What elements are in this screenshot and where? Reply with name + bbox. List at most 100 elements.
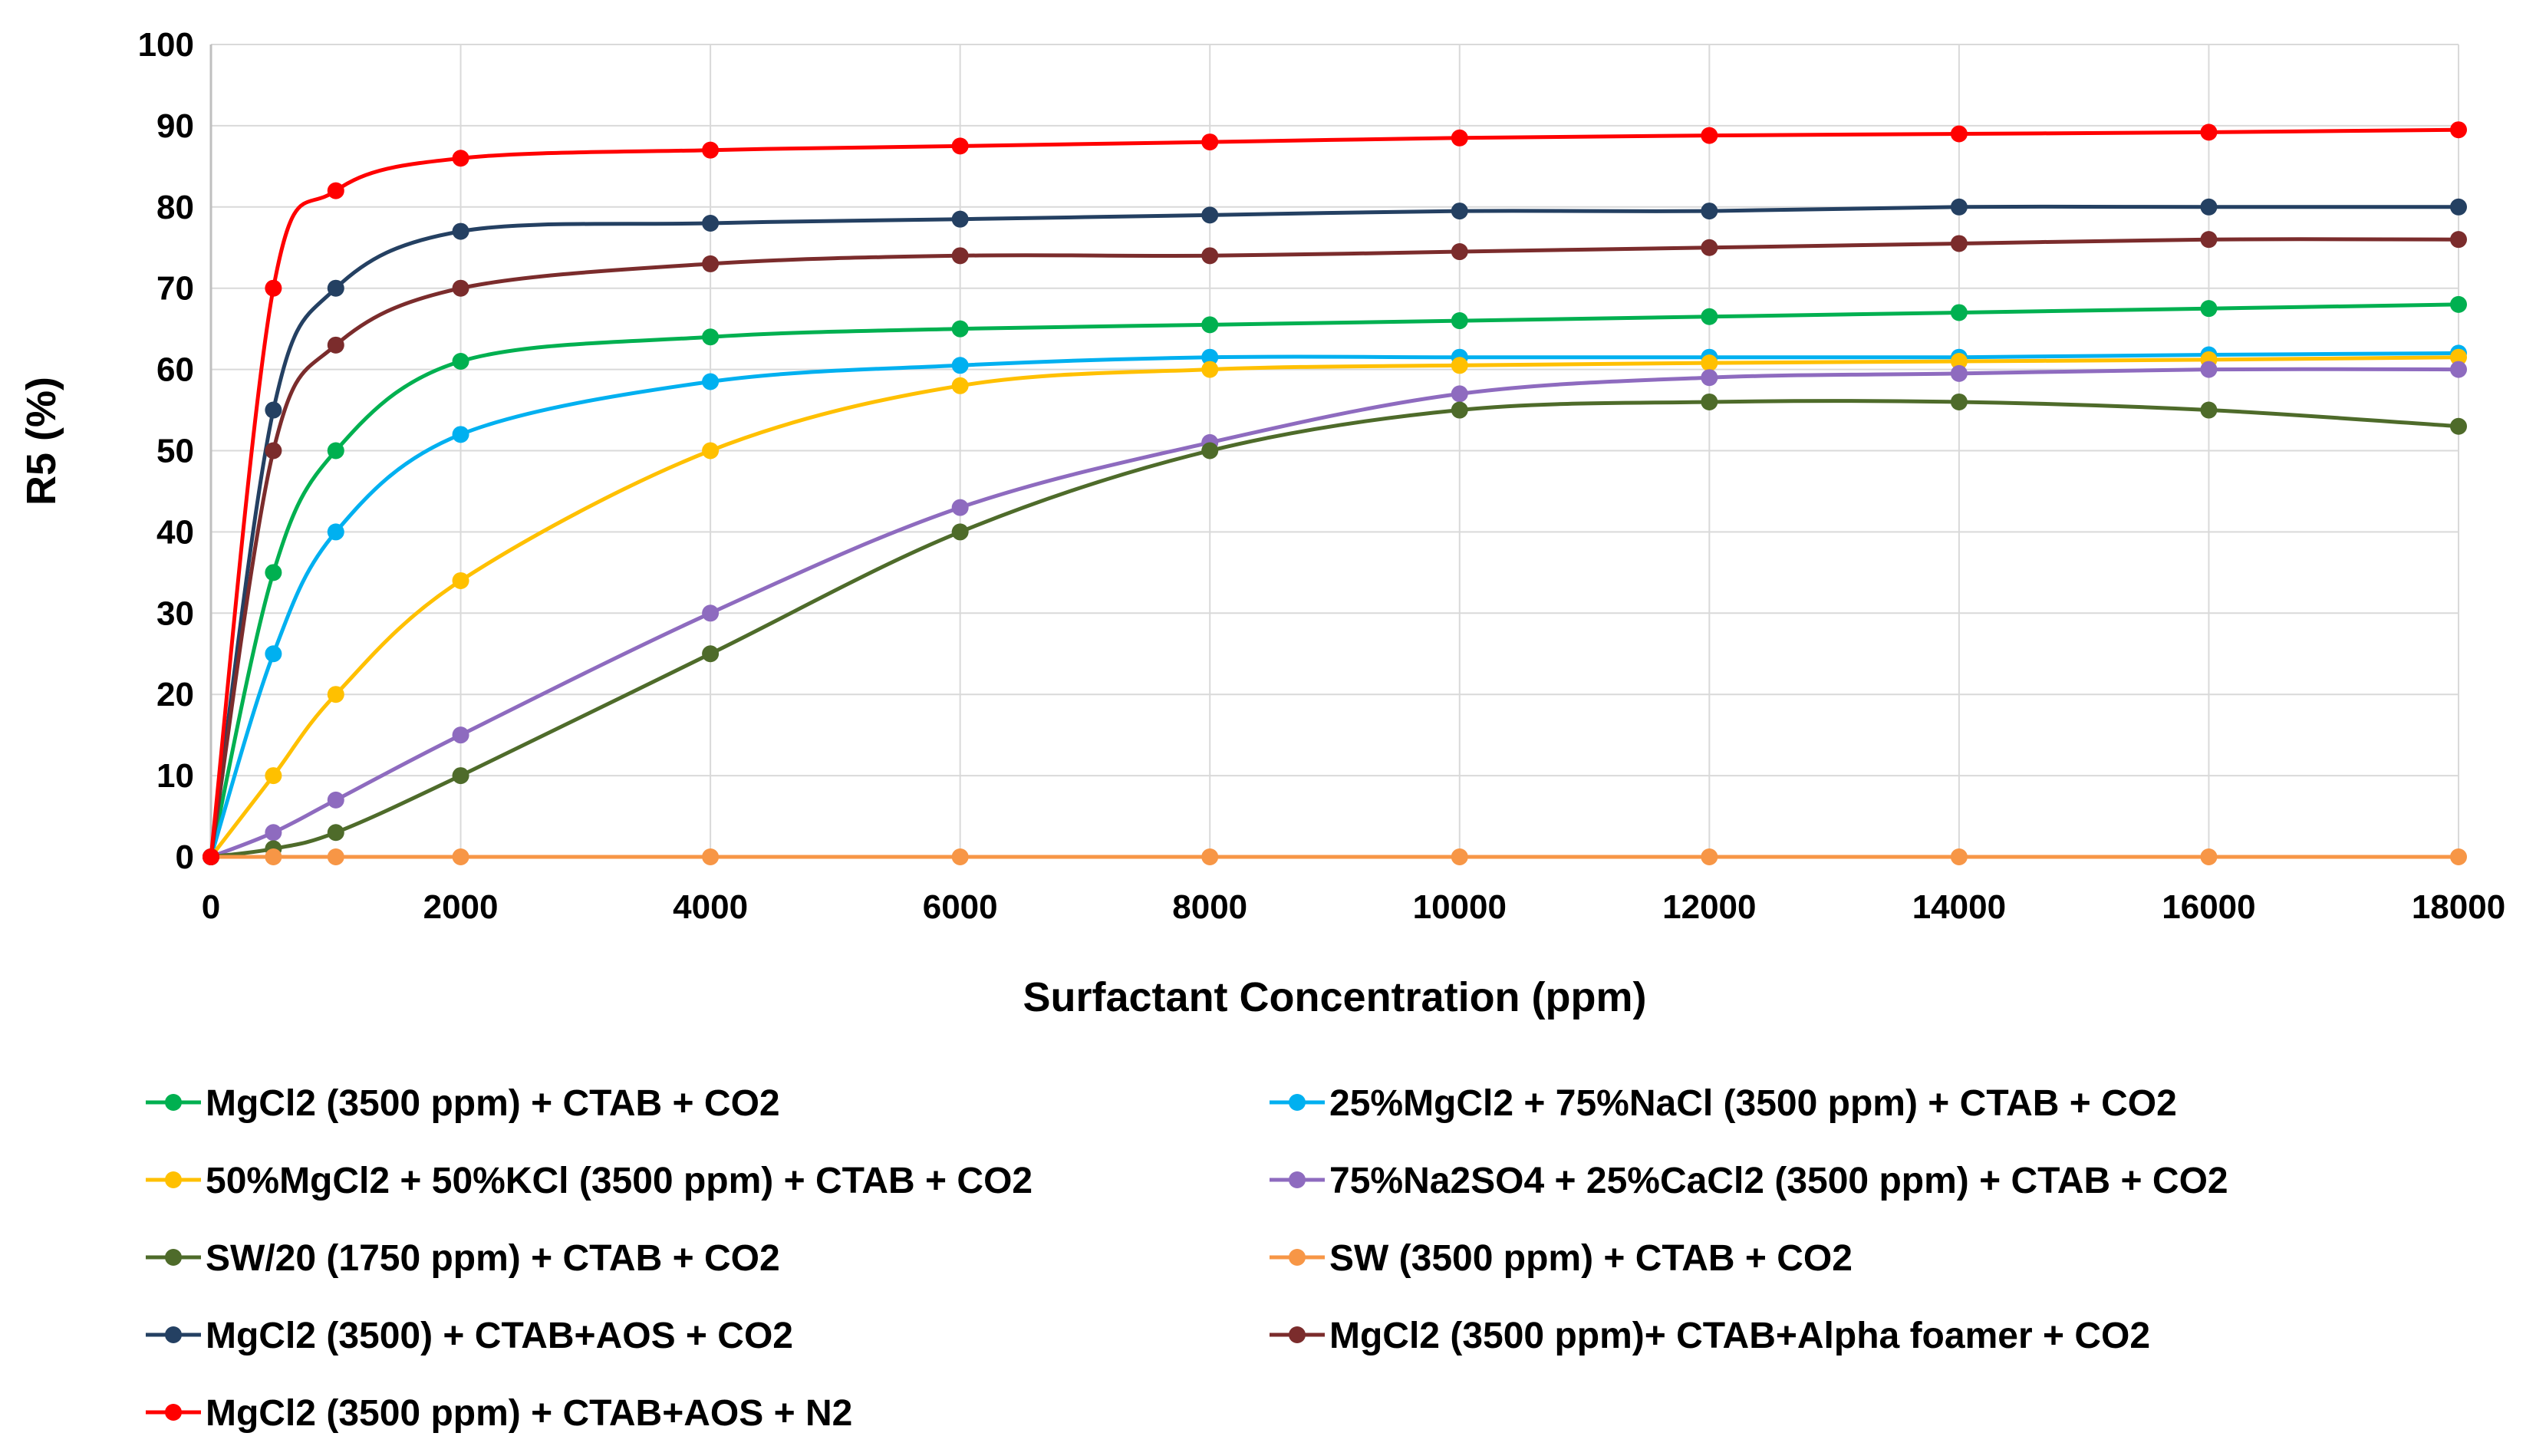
data-point xyxy=(702,255,720,272)
x-tick-label: 4000 xyxy=(673,888,748,926)
legend-marker xyxy=(1289,1326,1306,1343)
data-point xyxy=(2450,121,2467,139)
data-point xyxy=(1701,127,1718,144)
legend-item: SW (3500 ppm) + CTAB + CO2 xyxy=(1270,1238,1853,1279)
y-axis-title: R5 (%) xyxy=(18,377,64,506)
y-tick-label: 20 xyxy=(156,676,194,713)
data-point xyxy=(1451,243,1468,261)
x-tick-label: 8000 xyxy=(1172,888,1247,926)
data-point xyxy=(1451,385,1468,403)
series-line xyxy=(209,355,2459,858)
data-point xyxy=(951,210,969,228)
data-point xyxy=(327,791,344,809)
data-point xyxy=(452,222,469,240)
data-point xyxy=(327,442,344,460)
data-point xyxy=(452,150,469,167)
data-point xyxy=(1201,442,1219,460)
data-point xyxy=(2450,295,2467,313)
data-point xyxy=(951,523,969,541)
data-point xyxy=(265,848,282,865)
legend-marker xyxy=(1289,1094,1306,1111)
series-line xyxy=(209,302,2459,858)
legend-marker xyxy=(165,1249,182,1266)
legend-label: MgCl2 (3500) + CTAB+AOS + CO2 xyxy=(206,1316,793,1356)
data-point xyxy=(1950,364,1968,382)
data-point xyxy=(2200,401,2218,419)
y-tick-label: 70 xyxy=(156,270,194,308)
y-tick-label: 40 xyxy=(156,513,194,551)
data-point xyxy=(1950,353,1968,371)
data-point xyxy=(702,328,720,346)
data-point xyxy=(2200,300,2218,318)
series-2 xyxy=(203,344,2467,865)
legend-marker xyxy=(165,1171,182,1188)
data-point xyxy=(1950,393,1968,410)
data-point xyxy=(2450,198,2467,216)
data-point xyxy=(1201,316,1219,334)
data-point xyxy=(452,767,469,785)
data-point xyxy=(951,137,969,155)
data-point xyxy=(951,247,969,265)
series-line xyxy=(209,204,2459,858)
data-point xyxy=(702,604,720,622)
series-8 xyxy=(203,231,2467,865)
y-tick-label: 80 xyxy=(156,189,194,226)
data-point xyxy=(265,767,282,785)
data-point xyxy=(702,141,720,159)
x-tick-label: 6000 xyxy=(923,888,998,926)
data-point xyxy=(1451,357,1468,374)
data-point xyxy=(1451,129,1468,147)
series-6 xyxy=(203,848,2467,865)
data-point xyxy=(265,824,282,842)
data-point xyxy=(265,401,282,419)
x-tick-label: 0 xyxy=(202,888,220,926)
y-tick-label: 100 xyxy=(138,26,194,64)
legend-label: SW (3500 ppm) + CTAB + CO2 xyxy=(1329,1238,1853,1279)
data-point xyxy=(452,353,469,371)
data-point xyxy=(951,499,969,516)
legend-item: MgCl2 (3500 ppm) + CTAB+AOS + N2 xyxy=(146,1393,852,1434)
data-point xyxy=(265,279,282,297)
data-point xyxy=(1701,308,1718,325)
data-point xyxy=(1701,239,1718,256)
series-9 xyxy=(203,121,2467,865)
x-tick-label: 14000 xyxy=(1912,888,2006,926)
data-point xyxy=(1950,848,1968,865)
data-point xyxy=(951,377,969,394)
data-point xyxy=(1701,848,1718,865)
data-point xyxy=(2450,361,2467,378)
data-point xyxy=(1201,133,1219,151)
data-point xyxy=(1701,354,1718,372)
legend-label: 25%MgCl2 + 75%NaCl (3500 ppm) + CTAB + C… xyxy=(1329,1083,2177,1124)
series-line xyxy=(209,127,2459,858)
data-point xyxy=(951,357,969,374)
data-point xyxy=(452,726,469,744)
data-point xyxy=(702,645,720,663)
x-tick-label: 12000 xyxy=(1662,888,1756,926)
data-point xyxy=(327,336,344,354)
y-tick-label: 10 xyxy=(156,757,194,795)
legend-item: MgCl2 (3500) + CTAB+AOS + CO2 xyxy=(146,1316,793,1356)
data-point xyxy=(2200,124,2218,141)
data-point xyxy=(1201,361,1219,378)
legend-marker xyxy=(1289,1171,1306,1188)
legend-item: 50%MgCl2 + 50%KCl (3500 ppm) + CTAB + CO… xyxy=(146,1161,1033,1201)
data-point xyxy=(702,442,720,460)
y-tick-label: 60 xyxy=(156,351,194,389)
legend-item: MgCl2 (3500 ppm)+ CTAB+Alpha foamer + CO… xyxy=(1270,1316,2150,1356)
y-tick-label: 50 xyxy=(156,433,194,470)
data-point xyxy=(1201,247,1219,265)
legend-item: 25%MgCl2 + 75%NaCl (3500 ppm) + CTAB + C… xyxy=(1270,1083,2177,1124)
x-tick-label: 16000 xyxy=(2162,888,2255,926)
series-line xyxy=(209,351,2459,858)
x-tick-label: 10000 xyxy=(1413,888,1507,926)
data-point xyxy=(1950,235,1968,252)
data-point xyxy=(702,214,720,232)
legend-marker xyxy=(165,1326,182,1343)
data-point xyxy=(327,279,344,297)
data-point xyxy=(1451,312,1468,330)
x-axis-title: Surfactant Concentration (ppm) xyxy=(1023,974,1646,1020)
legend-label: 50%MgCl2 + 50%KCl (3500 ppm) + CTAB + CO… xyxy=(206,1161,1033,1201)
data-point xyxy=(452,572,469,589)
